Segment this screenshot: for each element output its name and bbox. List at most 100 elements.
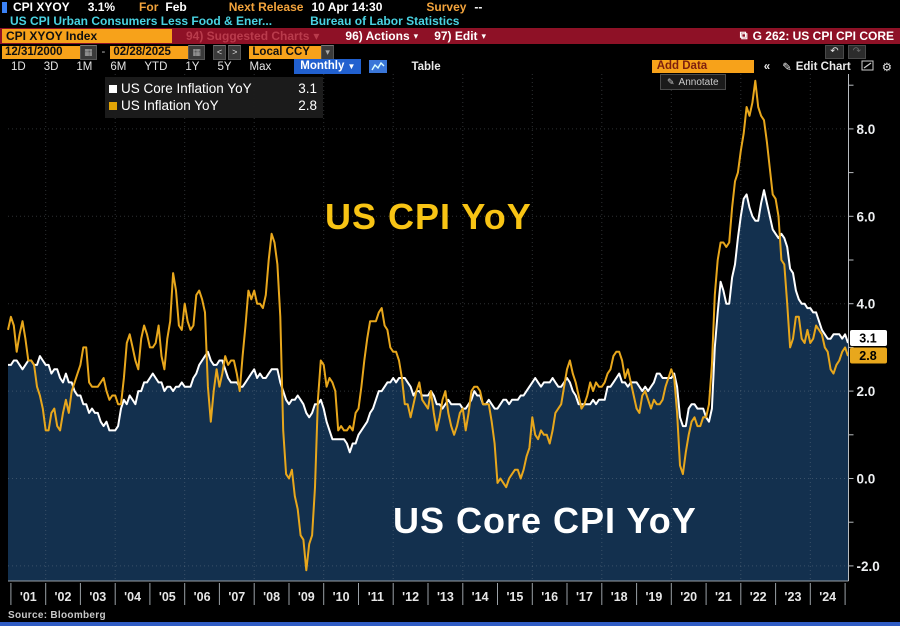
calendar-icon[interactable]: ▦ [188, 44, 205, 60]
period-1y[interactable]: 1Y [185, 60, 200, 73]
core-annotation: US Core CPI YoY [393, 500, 697, 541]
caret-icon: ▾ [481, 30, 487, 41]
actions-menu[interactable]: 96) Actions [345, 29, 410, 43]
headline-annotation: US CPI YoY [325, 196, 532, 237]
caret-icon: ▾ [413, 30, 419, 41]
chevron-down-icon: ▼ [347, 62, 356, 71]
for-value: Feb [165, 0, 187, 14]
security-marker [2, 1, 7, 13]
frequency-value: Monthly [300, 60, 345, 72]
legend-value: 2.8 [298, 98, 317, 113]
chart-toolbar: 1D 3D 1M 6M YTD 1Y 5Y Max Monthly ▼ Tabl… [0, 59, 900, 74]
x-tick-label: '22 [750, 590, 767, 604]
x-tick-label: '05 [159, 590, 176, 604]
edit-menu[interactable]: 97) Edit [434, 29, 478, 43]
last-value: 3.1% [87, 0, 116, 14]
ticker: CPI XYOY [13, 0, 70, 14]
external-link-icon[interactable]: ⧉ [739, 29, 748, 42]
source-credit: Source: Bloomberg [8, 610, 106, 621]
core-series-marker [109, 84, 117, 93]
x-tick-label: '12 [402, 590, 419, 604]
pencil-icon: ✎ [782, 61, 792, 74]
y-axis [848, 74, 854, 581]
source-org: Bureau of Labor Statistics [310, 14, 460, 28]
period-1m[interactable]: 1M [76, 60, 93, 73]
x-tick-label: '19 [645, 590, 662, 604]
date-from-input[interactable]: 12/31/2000 [2, 45, 80, 59]
security-description: US CPI Urban Consumers Less Food & Ener.… [10, 14, 273, 28]
chart-legend: US Core Inflation YoY 3.1 US Inflation Y… [105, 77, 323, 118]
x-tick-label: '01 [20, 590, 37, 604]
period-1d[interactable]: 1D [11, 60, 26, 73]
add-data-button[interactable]: Add Data [651, 60, 754, 73]
currency-caret-button[interactable]: ▾ [321, 44, 334, 60]
survey-value: -- [474, 0, 483, 14]
x-tick-label: '24 [819, 590, 836, 604]
line-chart-icon[interactable] [369, 60, 388, 73]
x-tick-label: '14 [472, 590, 489, 604]
frequency-select[interactable]: Monthly ▼ [294, 59, 362, 74]
period-5y[interactable]: 5Y [217, 60, 232, 73]
chart-area[interactable]: 8.0 6.0 4.0 2.0 0.0 -2.0 '01 '02 '03 '04 '05 '06 '07… [0, 74, 900, 626]
annotate-button[interactable]: ✎ Annotate [660, 74, 726, 90]
x-tick-label: '21 [715, 590, 732, 604]
period-6m[interactable]: 6M [110, 60, 127, 73]
headline-line [7, 79, 849, 572]
core-line [8, 189, 849, 454]
security-input[interactable]: CPI XYOY Index [2, 29, 172, 43]
date-range-bar: 12/31/2000 ▦ - 02/28/2025 ▦ < > Local CC… [0, 44, 900, 60]
x-tick-label: '08 [263, 590, 280, 604]
redo-icon[interactable]: ↷ [847, 45, 866, 59]
legend-row-headline: US Inflation YoY 2.8 [109, 97, 317, 114]
currency-select[interactable]: Local CCY [249, 45, 322, 59]
for-label: For [139, 0, 159, 14]
annotate-label: Annotate [678, 76, 719, 88]
chart-edit-icon[interactable] [861, 60, 874, 74]
chart-canvas[interactable]: 8.0 6.0 4.0 2.0 0.0 -2.0 '01 '02 '03 '04 '05 '06 '07… [0, 74, 900, 626]
last-value-badge-core: 3.1 [850, 330, 887, 346]
period-ytd[interactable]: YTD [144, 60, 168, 73]
y-tick-label: 0.0 [857, 472, 876, 487]
x-tick-label: '04 [124, 590, 141, 604]
gridlines [8, 74, 849, 581]
next-release-value: 10 Apr 14:30 [311, 0, 383, 14]
command-bar: CPI XYOY Index 94) Suggested Charts ▾ 96… [0, 28, 900, 44]
x-tick-label: '07 [228, 590, 245, 604]
y-tick-label: 2.0 [857, 384, 876, 399]
edit-chart-button[interactable]: Edit Chart [795, 60, 851, 73]
x-tick-label: '15 [506, 590, 523, 604]
calendar-icon[interactable]: ▦ [80, 44, 97, 60]
prev-period-button[interactable]: < [212, 44, 227, 60]
gear-icon[interactable]: ⚙ [881, 61, 892, 74]
suggested-charts-menu[interactable]: 94) Suggested Charts [186, 29, 310, 43]
core-area [8, 190, 848, 581]
x-tick-label: '10 [333, 590, 350, 604]
survey-label: Survey [426, 0, 467, 14]
next-release-label: Next Release [228, 0, 304, 14]
period-max[interactable]: Max [249, 60, 272, 73]
legend-row-core: US Core Inflation YoY 3.1 [109, 80, 317, 97]
date-to-input[interactable]: 02/28/2025 [110, 45, 189, 59]
chart-title: G 262: US CPI CPI CORE [752, 29, 894, 43]
legend-label: US Inflation YoY [121, 98, 219, 113]
x-tick-label: '06 [194, 590, 211, 604]
last-value-badge-headline: 2.8 [850, 347, 887, 364]
x-tick-label: '02 [55, 590, 72, 604]
range-separator: - [101, 46, 106, 58]
y-tick-label: 4.0 [857, 297, 876, 312]
quote-bar: CPI XYOY 3.1% For Feb Next Release 10 Ap… [0, 0, 900, 14]
x-tick-label: '11 [368, 590, 384, 604]
undo-icon[interactable]: ↶ [825, 45, 844, 59]
next-period-button[interactable]: > [228, 44, 242, 60]
period-3d[interactable]: 3D [43, 60, 59, 73]
pencil-icon: ✎ [667, 76, 675, 87]
table-button[interactable]: Table [411, 60, 441, 73]
svg-text:3.1: 3.1 [859, 332, 876, 346]
x-tick-label: '13 [437, 590, 454, 604]
collapse-icon[interactable]: « [763, 60, 771, 73]
x-tick-label: '03 [89, 590, 106, 604]
y-tick-label: -2.0 [857, 559, 880, 574]
y-tick-label: 6.0 [857, 209, 876, 224]
x-tick-label: '16 [541, 590, 558, 604]
x-tick-label: '09 [298, 590, 315, 604]
